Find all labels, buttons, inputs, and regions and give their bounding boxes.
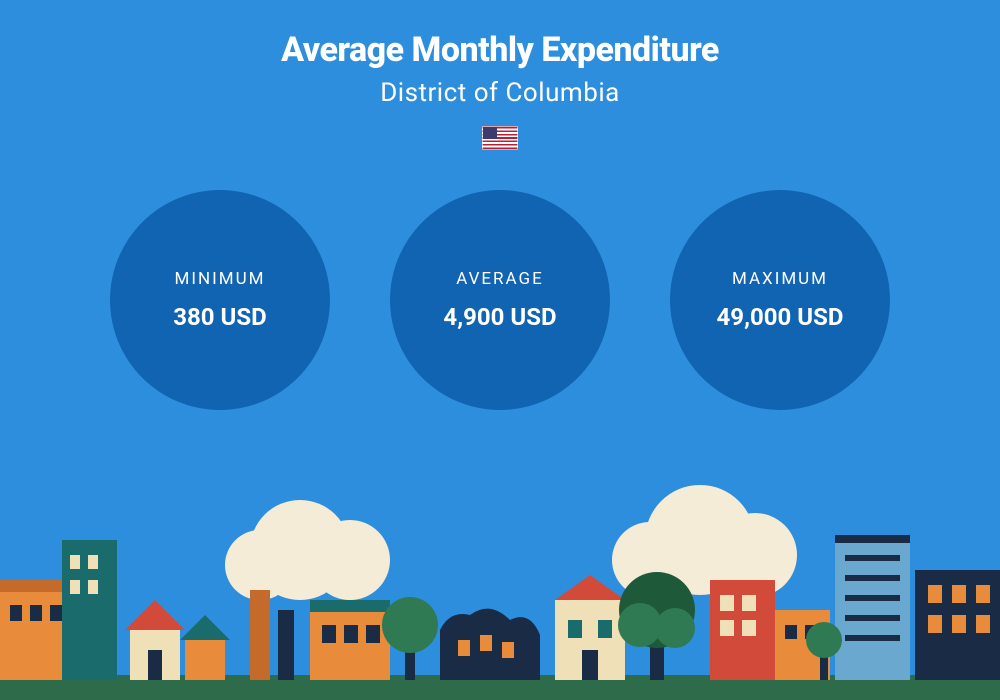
us-flag-icon: [482, 126, 518, 150]
house-icon: [125, 600, 185, 680]
stat-average: AVERAGE 4,900 USD: [390, 190, 610, 410]
stat-label: AVERAGE: [456, 269, 544, 289]
tower-icon: [250, 590, 270, 680]
header: Average Monthly Expenditure District of …: [0, 0, 1000, 150]
stat-maximum: MAXIMUM 49,000 USD: [670, 190, 890, 410]
tower-icon: [278, 610, 294, 680]
building-icon: [62, 540, 117, 680]
house-icon: [180, 615, 230, 680]
stat-label: MAXIMUM: [732, 269, 828, 289]
flag-container: [0, 126, 1000, 150]
stat-label: MINIMUM: [175, 269, 266, 289]
page-subtitle: District of Columbia: [0, 78, 1000, 108]
building-icon: [440, 609, 540, 680]
cityscape-illustration: [0, 480, 1000, 700]
building-icon: [555, 575, 625, 680]
stat-value: 49,000 USD: [717, 303, 844, 331]
stat-minimum: MINIMUM 380 USD: [110, 190, 330, 410]
stat-value: 380 USD: [173, 303, 266, 331]
building-icon: [710, 580, 775, 680]
tree-icon: [382, 597, 438, 680]
building-icon: [835, 535, 910, 680]
building-icon: [310, 600, 390, 680]
tree-icon: [618, 572, 695, 680]
building-icon: [915, 570, 1000, 680]
page-title: Average Monthly Expenditure: [0, 30, 1000, 70]
building-icon: [0, 580, 70, 680]
stats-row: MINIMUM 380 USD AVERAGE 4,900 USD MAXIMU…: [0, 190, 1000, 410]
stat-value: 4,900 USD: [443, 303, 556, 331]
